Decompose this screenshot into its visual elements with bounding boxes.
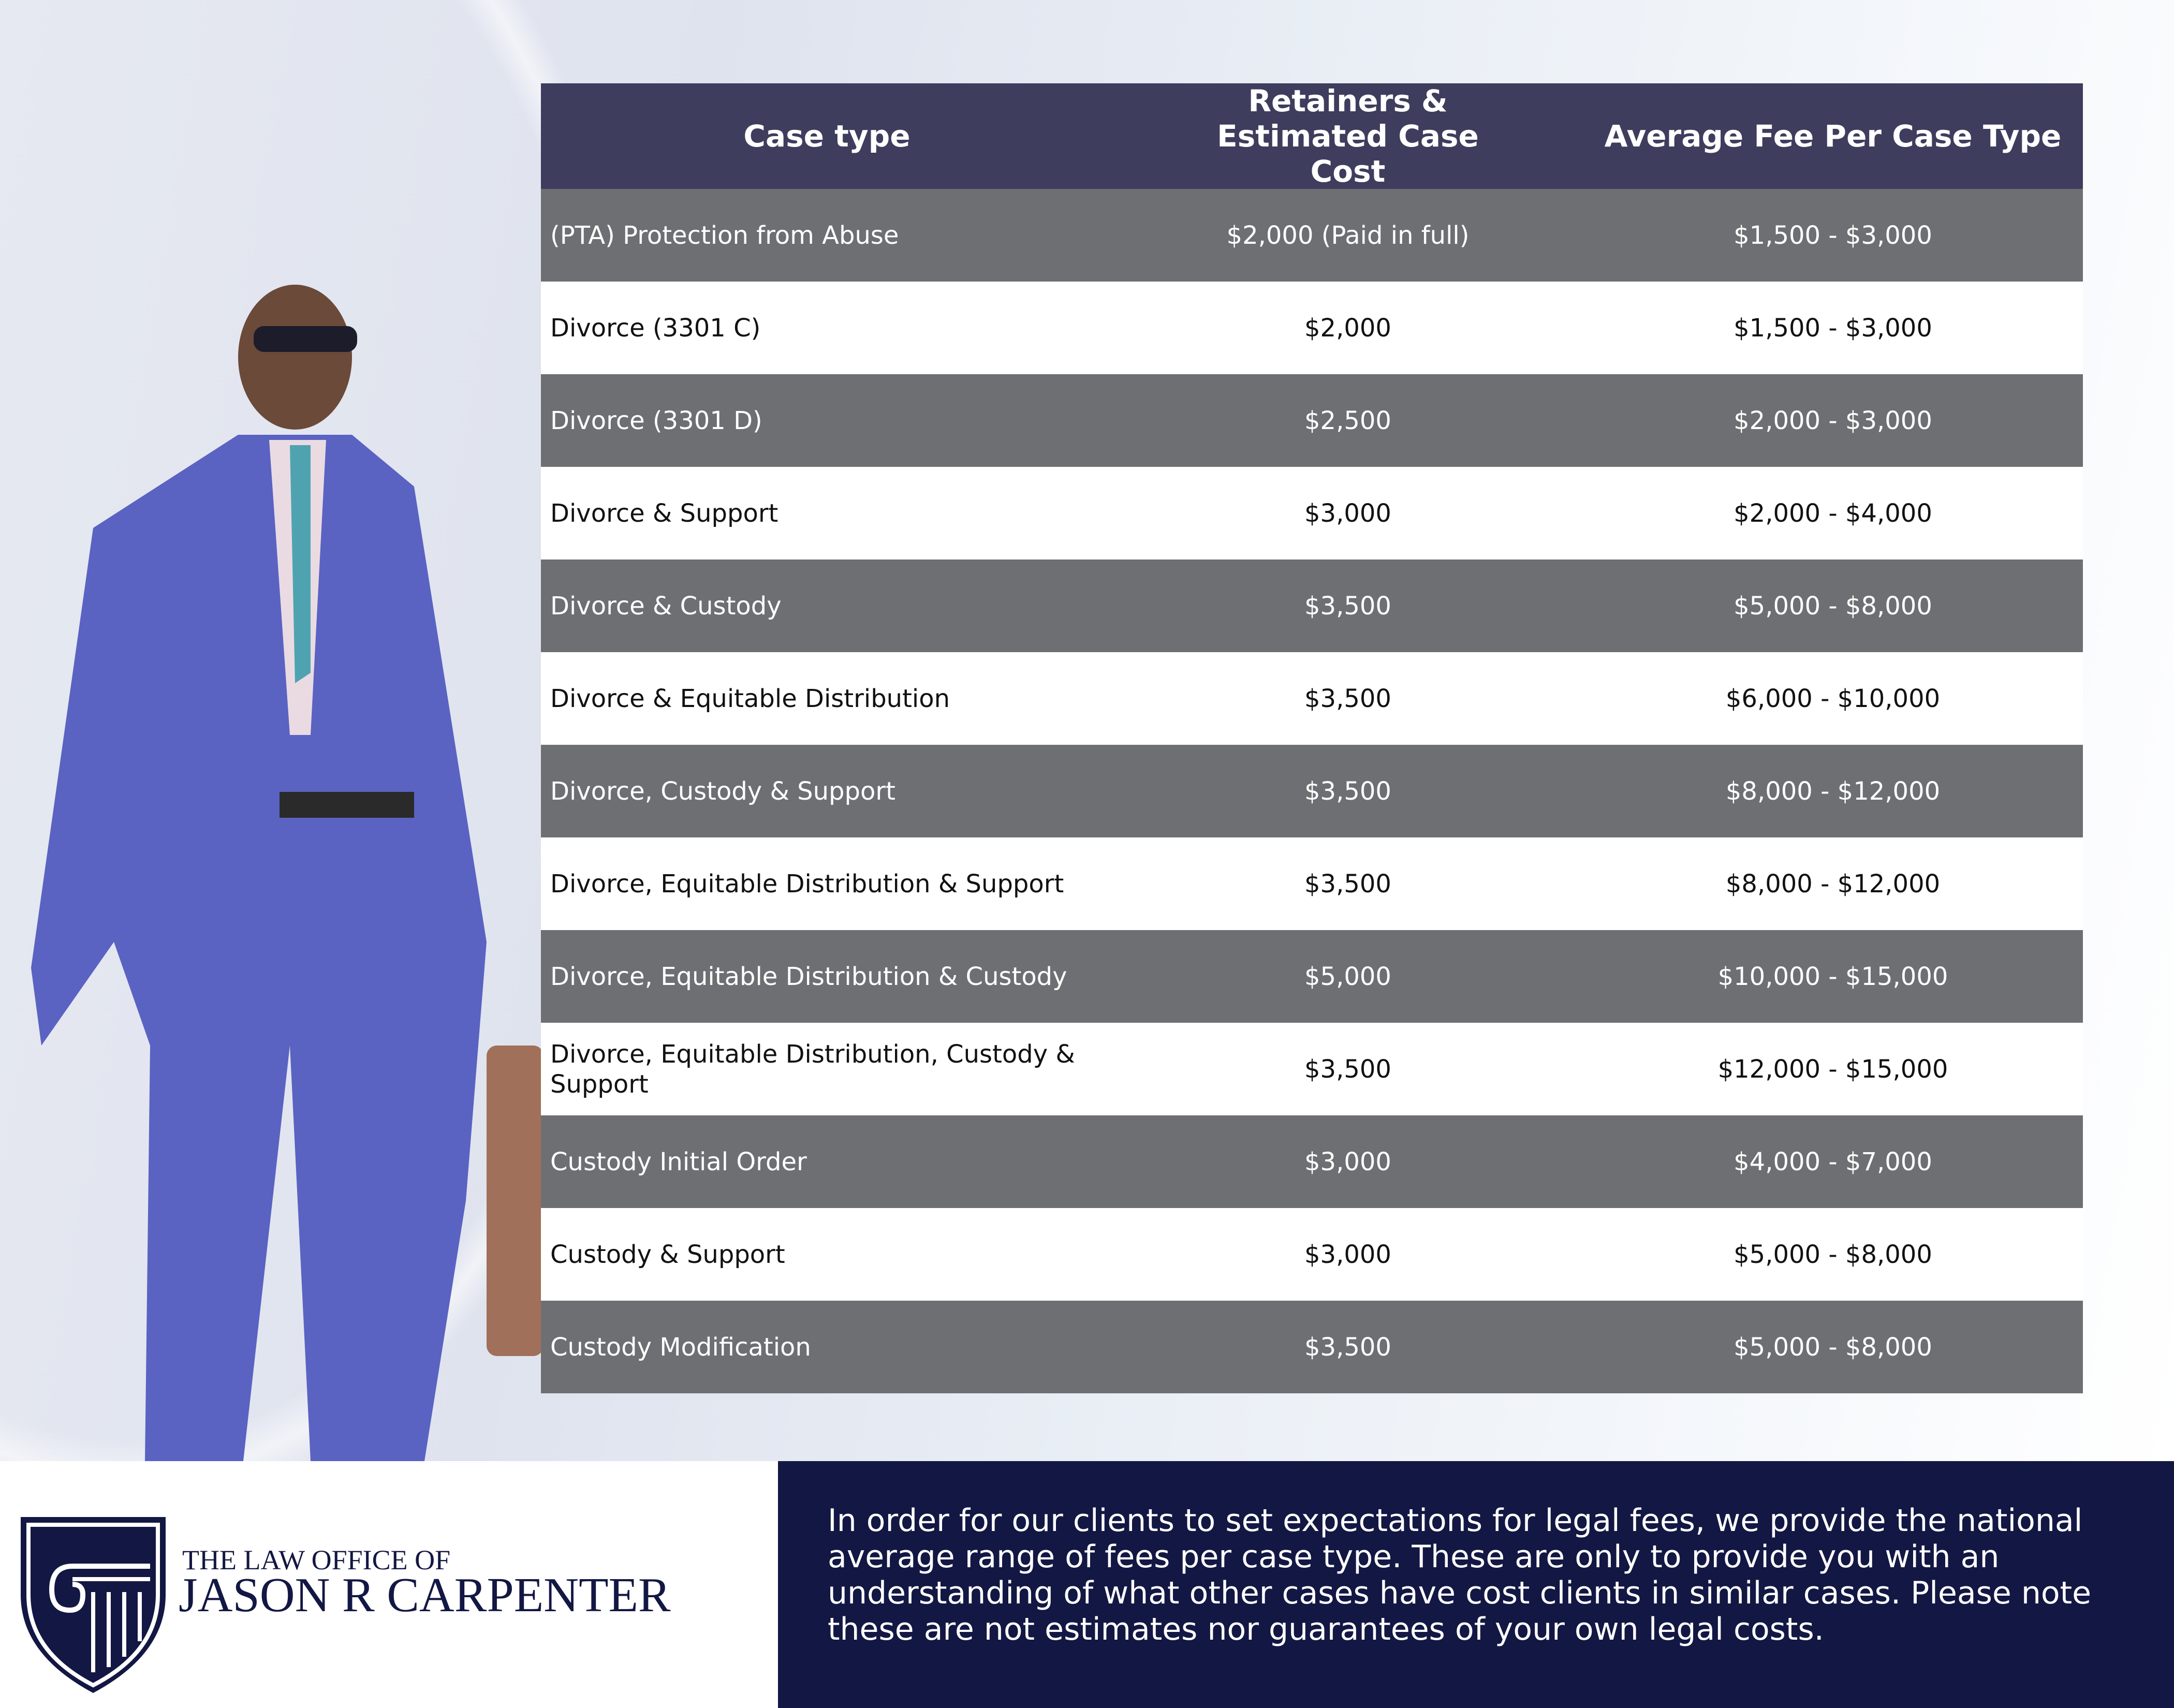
cell-retainer: $3,000: [1113, 1208, 1583, 1301]
table-row: Divorce, Custody & Support $3,500 $8,000 -…: [541, 745, 2083, 837]
table-row: Divorce (3301 D) $2,500 $2,000 - $3,000: [541, 374, 2083, 467]
cell-case-type: Divorce & Equitable Distribution: [541, 652, 1113, 745]
cell-average-fee: $5,000 - $8,000: [1583, 1208, 2083, 1301]
table-row: Custody Initial Order $3,000 $4,000 - $7,0…: [541, 1115, 2083, 1208]
cell-average-fee: $2,000 - $3,000: [1583, 374, 2083, 467]
table-row: Divorce & Equitable Distribution $3,500 $6…: [541, 652, 2083, 745]
cell-retainer: $3,500: [1113, 1301, 1583, 1393]
cell-average-fee: $6,000 - $10,000: [1583, 652, 2083, 745]
cell-average-fee: $8,000 - $12,000: [1583, 745, 2083, 837]
cell-retainer: $2,500: [1113, 374, 1583, 467]
header-case-type: Case type: [541, 83, 1113, 189]
cell-average-fee: $5,000 - $8,000: [1583, 559, 2083, 652]
logo-line-1: THE LAW OFFICE OF: [182, 1544, 451, 1576]
cell-retainer: $3,500: [1113, 1023, 1583, 1115]
cell-case-type: Divorce, Equitable Distribution & Suppor…: [541, 837, 1113, 930]
cell-case-type: Custody Modification: [541, 1301, 1113, 1393]
cell-average-fee: $1,500 - $3,000: [1583, 282, 2083, 374]
cell-retainer: $5,000: [1113, 930, 1583, 1023]
table-row: Custody Modification $3,500 $5,000 - $8,00…: [541, 1301, 2083, 1393]
cell-average-fee: $12,000 - $15,000: [1583, 1023, 2083, 1115]
cell-retainer: $2,000 (Paid in full): [1113, 189, 1583, 282]
disclaimer-text: In order for our clients to set expectat…: [828, 1503, 2092, 1647]
table-row: Divorce, Equitable Distribution, Custody…: [541, 1023, 2083, 1115]
cell-case-type: Divorce (3301 D): [541, 374, 1113, 467]
logo-line-2: JASON R CARPENTER: [179, 1568, 671, 1622]
table-header-row: Case type Retainers & Estimated Case Cos…: [541, 83, 2083, 189]
table-row: Divorce, Equitable Distribution & Suppor…: [541, 837, 2083, 930]
cell-case-type: (PTA) Protection from Abuse: [541, 189, 1113, 282]
table-row: Divorce, Equitable Distribution & Custod…: [541, 930, 2083, 1023]
table-row: (PTA) Protection from Abuse $2,000 (Paid …: [541, 189, 2083, 282]
cell-average-fee: $8,000 - $12,000: [1583, 837, 2083, 930]
cell-average-fee: $4,000 - $7,000: [1583, 1115, 2083, 1208]
header-average-fee: Average Fee Per Case Type: [1583, 83, 2083, 189]
cell-case-type: Divorce (3301 C): [541, 282, 1113, 374]
cell-retainer: $3,500: [1113, 652, 1583, 745]
cell-case-type: Divorce & Custody: [541, 559, 1113, 652]
cell-case-type: Divorce & Support: [541, 467, 1113, 559]
cell-average-fee: $1,500 - $3,000: [1583, 189, 2083, 282]
cell-case-type: Divorce, Equitable Distribution, Custody…: [541, 1023, 1113, 1115]
cell-case-type: Divorce, Custody & Support: [541, 745, 1113, 837]
disclaimer-panel: In order for our clients to set expectat…: [778, 1461, 2174, 1708]
cell-case-type: Custody & Support: [541, 1208, 1113, 1301]
cell-average-fee: $5,000 - $8,000: [1583, 1301, 2083, 1393]
cell-case-type: Divorce, Equitable Distribution & Custod…: [541, 930, 1113, 1023]
cell-retainer: $3,500: [1113, 745, 1583, 837]
businessman-photo: [31, 285, 544, 1461]
table-row: Custody & Support $3,000 $5,000 - $8,000: [541, 1208, 2083, 1301]
table-row: Divorce (3301 C) $2,000 $1,500 - $3,000: [541, 282, 2083, 374]
shield-logo-icon: [21, 1517, 166, 1693]
cell-retainer: $3,000: [1113, 1115, 1583, 1208]
cell-retainer: $3,000: [1113, 467, 1583, 559]
cell-retainer: $2,000: [1113, 282, 1583, 374]
table-row: Divorce & Custody $3,500 $5,000 - $8,000: [541, 559, 2083, 652]
cell-retainer: $3,500: [1113, 837, 1583, 930]
cell-case-type: Custody Initial Order: [541, 1115, 1113, 1208]
footer-logo-area: THE LAW OFFICE OF JASON R CARPENTER: [0, 1461, 778, 1708]
header-retainer: Retainers & Estimated Case Cost: [1113, 83, 1583, 189]
cell-average-fee: $2,000 - $4,000: [1583, 467, 2083, 559]
cell-retainer: $3,500: [1113, 559, 1583, 652]
cell-average-fee: $10,000 - $15,000: [1583, 930, 2083, 1023]
fee-table: Case type Retainers & Estimated Case Cos…: [541, 83, 2083, 1393]
table-row: Divorce & Support $3,000 $2,000 - $4,000: [541, 467, 2083, 559]
